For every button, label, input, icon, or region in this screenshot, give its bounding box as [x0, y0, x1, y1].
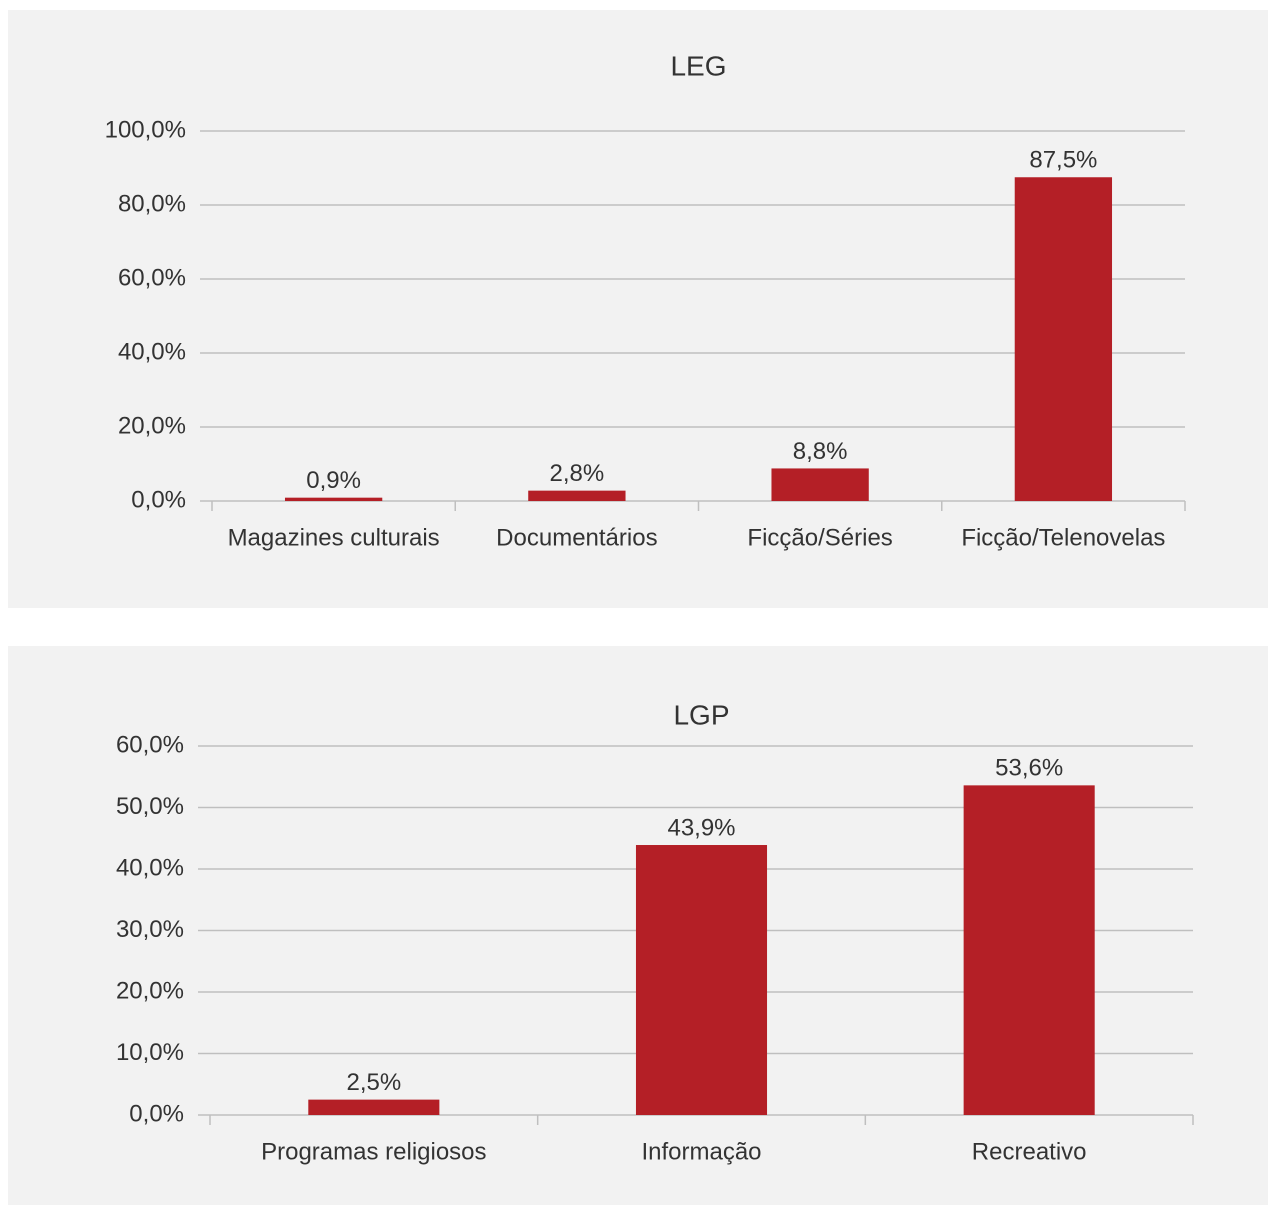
bar [308, 1099, 440, 1115]
data-label: 53,6% [995, 755, 1063, 782]
bar [528, 490, 626, 501]
y-tick-label: 20,0% [118, 412, 186, 439]
bar [635, 845, 768, 1115]
chart-title: LGP [673, 699, 729, 730]
bar [284, 497, 383, 501]
y-tick-label: 0,0% [129, 1100, 184, 1127]
data-label: 43,9% [667, 814, 735, 841]
y-tick-label: 60,0% [116, 731, 184, 758]
x-tick-label: Recreativo [972, 1138, 1087, 1165]
bar [963, 785, 1095, 1115]
data-label: 2,5% [346, 1069, 401, 1096]
y-tick-label: 20,0% [116, 977, 184, 1004]
bar [771, 468, 869, 501]
y-tick-label: 10,0% [116, 1039, 184, 1066]
data-label: 2,8% [550, 460, 605, 487]
x-tick-label: Ficção/Telenovelas [961, 524, 1165, 551]
y-tick-label: 30,0% [116, 916, 184, 943]
y-tick-label: 100,0% [105, 116, 186, 143]
y-tick-label: 50,0% [116, 793, 184, 820]
x-tick-label: Magazines culturais [228, 524, 440, 551]
data-label: 0,9% [306, 467, 361, 494]
y-tick-label: 80,0% [118, 190, 186, 217]
x-tick-label: Informação [641, 1138, 761, 1165]
chart-title: LEG [670, 50, 726, 81]
y-tick-label: 40,0% [118, 338, 186, 365]
bar [1014, 177, 1113, 501]
y-tick-label: 40,0% [116, 854, 184, 881]
data-label: 87,5% [1029, 147, 1097, 174]
x-tick-label: Programas religiosos [261, 1138, 486, 1165]
y-tick-label: 60,0% [118, 264, 186, 291]
x-tick-label: Documentários [496, 524, 657, 551]
x-tick-label: Ficção/Séries [747, 524, 892, 551]
data-label: 8,8% [793, 438, 848, 465]
y-tick-label: 0,0% [131, 486, 186, 513]
